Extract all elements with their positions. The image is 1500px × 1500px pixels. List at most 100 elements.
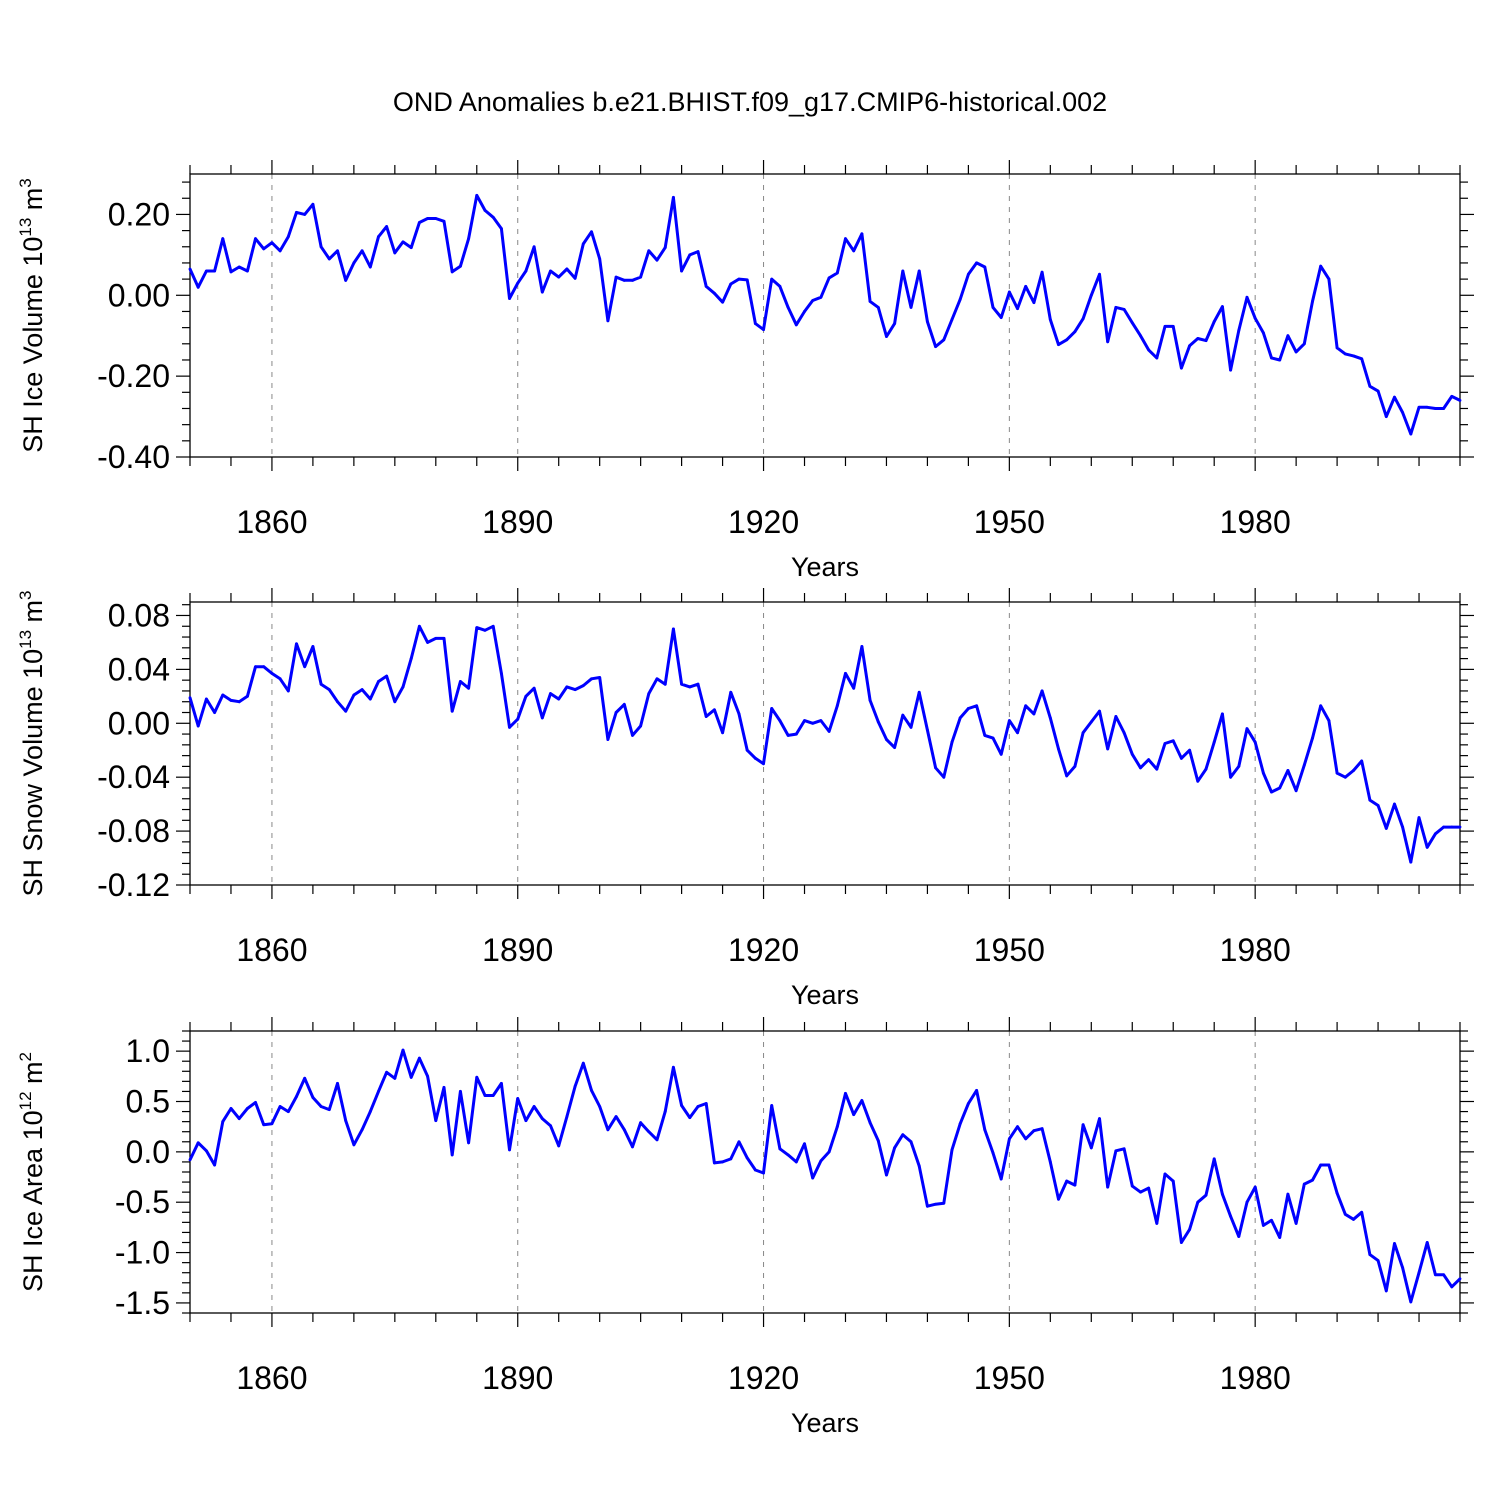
data-point — [1319, 1163, 1323, 1167]
data-point — [770, 1104, 774, 1107]
data-point — [1147, 1186, 1151, 1190]
data-point — [516, 717, 520, 721]
data-point — [573, 688, 577, 691]
data-point — [688, 253, 692, 257]
data-point — [1139, 766, 1142, 770]
data-point — [524, 269, 528, 273]
data-point — [1016, 731, 1019, 735]
data-point — [270, 672, 274, 675]
data-point — [1081, 1123, 1085, 1127]
data-point — [483, 208, 487, 212]
x-tick-label: 1890 — [482, 932, 553, 968]
data-point — [483, 1094, 487, 1097]
data-point — [663, 246, 667, 249]
data-point — [1327, 277, 1331, 281]
data-point — [983, 265, 987, 269]
data-point — [1114, 306, 1118, 309]
data-point — [393, 251, 397, 255]
data-point — [1253, 1185, 1257, 1189]
data-point — [917, 690, 921, 694]
data-point — [729, 282, 733, 286]
data-point — [450, 270, 454, 274]
data-point — [385, 1070, 389, 1074]
data-point — [1335, 771, 1339, 775]
data-point — [688, 1116, 692, 1120]
data-point — [1425, 1241, 1429, 1244]
data-point — [1450, 1285, 1454, 1289]
data-point — [598, 1105, 602, 1108]
data-point — [1171, 739, 1175, 743]
data-point — [647, 1130, 651, 1134]
data-point — [1139, 1190, 1142, 1194]
series-points — [188, 194, 1462, 436]
data-point — [762, 328, 765, 332]
x-tick-label: 1950 — [974, 504, 1045, 540]
data-point — [655, 258, 659, 262]
data-point — [1196, 337, 1200, 340]
y-tick-label: 1.0 — [126, 1033, 170, 1069]
data-point — [745, 278, 749, 282]
plot-frame — [189, 173, 1461, 458]
data-point — [418, 1056, 421, 1060]
data-point — [1196, 1200, 1200, 1204]
data-point — [819, 295, 823, 299]
data-point — [606, 319, 610, 323]
data-point — [827, 276, 831, 280]
data-point — [1384, 1289, 1388, 1293]
data-point — [352, 1143, 356, 1147]
data-point — [991, 1151, 995, 1155]
data-point — [688, 685, 692, 689]
data-point — [950, 318, 954, 321]
data-point — [1319, 704, 1323, 708]
data-point — [934, 345, 938, 349]
data-point — [1409, 860, 1413, 864]
data-point — [737, 712, 741, 716]
data-point — [917, 1164, 921, 1168]
data-point — [852, 1113, 856, 1116]
y-tick-label: -0.20 — [97, 358, 170, 394]
panel-2: -0.12 -0.08 -0.04 0.00 0.04 0.08 1860 1890 1920 1… — [16, 588, 1474, 1010]
y-tick-label: 0.0 — [126, 1134, 170, 1170]
data-point — [270, 241, 274, 245]
data-point — [827, 729, 831, 733]
data-point — [1458, 825, 1462, 829]
data-point — [245, 269, 249, 273]
data-point — [196, 1141, 200, 1145]
data-point — [909, 725, 913, 729]
y-axis-title-text: SH Ice Area 10 — [18, 1110, 48, 1292]
data-point — [581, 684, 585, 687]
data-point — [614, 711, 618, 714]
data-point — [1048, 716, 1052, 720]
series-points — [188, 624, 1462, 864]
data-point — [926, 1204, 929, 1208]
data-point — [418, 221, 421, 224]
data-point — [893, 322, 897, 325]
data-point — [262, 247, 266, 251]
data-point — [1130, 321, 1134, 325]
data-point — [901, 713, 905, 717]
data-point — [1442, 407, 1446, 410]
data-point — [1335, 1191, 1339, 1195]
data-point — [1196, 779, 1200, 783]
data-point — [1327, 1163, 1331, 1167]
y-tick-label: 0.00 — [108, 277, 170, 313]
data-point — [655, 677, 659, 681]
data-point — [1024, 704, 1028, 708]
y-axis-title-exp: 13 — [16, 218, 35, 237]
data-point — [950, 1148, 954, 1152]
data-point — [729, 1157, 733, 1161]
data-point — [1294, 789, 1298, 793]
data-point — [1245, 1200, 1249, 1204]
data-point — [270, 1122, 274, 1126]
data-point — [1220, 712, 1224, 716]
data-point — [860, 232, 864, 236]
data-point — [532, 686, 536, 690]
data-point — [1352, 769, 1355, 772]
data-point — [975, 1089, 978, 1092]
data-point — [1204, 339, 1208, 342]
data-point — [409, 246, 413, 249]
data-point — [221, 693, 225, 697]
y-tick-label: 0.04 — [108, 651, 170, 687]
data-point — [1278, 786, 1282, 790]
data-point — [721, 1160, 724, 1164]
